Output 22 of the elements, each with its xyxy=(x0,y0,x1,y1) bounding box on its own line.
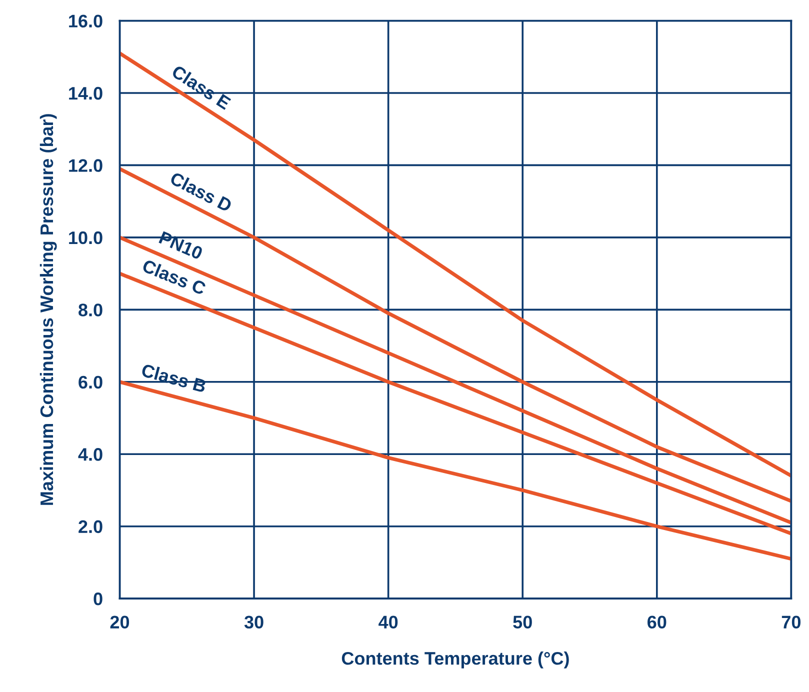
y-tick-label: 2.0 xyxy=(78,520,102,534)
line-series xyxy=(120,51,792,478)
x-tick-label: 30 xyxy=(244,616,264,629)
y-tick-label: 12.0 xyxy=(69,159,102,172)
x-tick-label: 50 xyxy=(513,616,532,629)
y-tick-label: 4.0 xyxy=(78,448,102,461)
y-tick-label: 8.0 xyxy=(78,304,102,316)
y-tick-label: 0 xyxy=(94,592,102,606)
text: Class D xyxy=(169,171,233,212)
line-series xyxy=(120,167,792,503)
text: PN10 xyxy=(158,231,204,260)
y-tick-label: 14.0 xyxy=(69,86,102,100)
text: Class C xyxy=(142,258,207,296)
x-tick-label: 70 xyxy=(782,616,801,629)
y-axis-title: Maximum Continuous Working Pressure (bar) xyxy=(40,114,57,505)
x-tick-label: 60 xyxy=(648,616,666,629)
x-axis-title: Contents Temperature (°C) xyxy=(342,652,569,668)
y-tick-label: 6.0 xyxy=(78,376,102,389)
y-tick-label: 10.0 xyxy=(69,231,102,244)
x-tick-label: 40 xyxy=(378,616,398,629)
y-tick-label: 16.0 xyxy=(69,14,102,28)
x-tick-label: 20 xyxy=(110,616,130,629)
